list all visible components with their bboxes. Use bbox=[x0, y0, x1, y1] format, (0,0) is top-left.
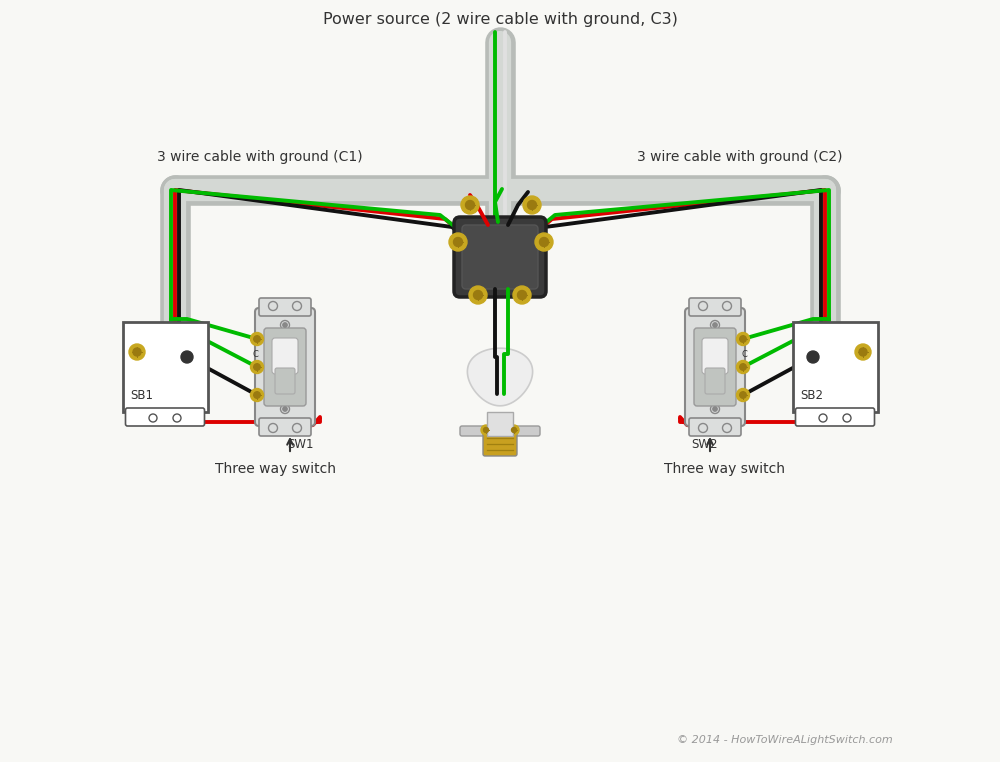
Circle shape bbox=[149, 414, 157, 422]
Circle shape bbox=[181, 351, 193, 363]
Circle shape bbox=[710, 405, 720, 414]
FancyBboxPatch shape bbox=[483, 430, 517, 456]
Circle shape bbox=[713, 407, 717, 411]
Circle shape bbox=[454, 238, 463, 246]
Circle shape bbox=[535, 233, 553, 251]
Text: Three way switch: Three way switch bbox=[215, 462, 336, 476]
Circle shape bbox=[449, 233, 467, 251]
Circle shape bbox=[698, 302, 708, 310]
Circle shape bbox=[736, 332, 750, 345]
FancyBboxPatch shape bbox=[685, 308, 745, 426]
Circle shape bbox=[710, 321, 720, 329]
FancyBboxPatch shape bbox=[275, 368, 295, 394]
Circle shape bbox=[855, 344, 871, 360]
FancyBboxPatch shape bbox=[454, 217, 546, 297]
Text: 3 wire cable with ground (C1): 3 wire cable with ground (C1) bbox=[157, 150, 363, 164]
Circle shape bbox=[254, 392, 260, 399]
FancyBboxPatch shape bbox=[796, 408, 875, 426]
Circle shape bbox=[509, 425, 519, 435]
FancyBboxPatch shape bbox=[462, 225, 538, 289]
Text: SB2: SB2 bbox=[800, 389, 823, 402]
Circle shape bbox=[251, 360, 264, 373]
Circle shape bbox=[736, 389, 750, 402]
Circle shape bbox=[740, 392, 746, 399]
Circle shape bbox=[283, 323, 287, 327]
FancyBboxPatch shape bbox=[272, 338, 298, 374]
Circle shape bbox=[807, 351, 819, 363]
Circle shape bbox=[466, 200, 475, 210]
FancyBboxPatch shape bbox=[702, 338, 728, 374]
Text: SW1: SW1 bbox=[287, 438, 314, 451]
Circle shape bbox=[251, 389, 264, 402]
Circle shape bbox=[129, 344, 145, 360]
Circle shape bbox=[293, 424, 302, 433]
Circle shape bbox=[528, 200, 536, 210]
Circle shape bbox=[484, 427, 489, 433]
Circle shape bbox=[523, 196, 541, 214]
Text: C: C bbox=[742, 350, 748, 358]
Text: C: C bbox=[252, 350, 258, 358]
Circle shape bbox=[254, 336, 260, 342]
Text: © 2014 - HowToWireALightSwitch.com: © 2014 - HowToWireALightSwitch.com bbox=[677, 735, 893, 745]
Circle shape bbox=[293, 302, 302, 310]
Circle shape bbox=[513, 286, 531, 304]
Text: Power source (2 wire cable with ground, C3): Power source (2 wire cable with ground, … bbox=[323, 12, 677, 27]
Text: SW2: SW2 bbox=[691, 438, 718, 451]
Polygon shape bbox=[467, 348, 533, 406]
FancyBboxPatch shape bbox=[460, 426, 540, 436]
Circle shape bbox=[469, 286, 487, 304]
Circle shape bbox=[722, 424, 732, 433]
Circle shape bbox=[713, 323, 717, 327]
Circle shape bbox=[251, 332, 264, 345]
Text: Three way switch: Three way switch bbox=[664, 462, 786, 476]
Circle shape bbox=[481, 425, 491, 435]
FancyBboxPatch shape bbox=[255, 308, 315, 426]
Polygon shape bbox=[487, 412, 513, 436]
FancyBboxPatch shape bbox=[264, 328, 306, 406]
Circle shape bbox=[269, 302, 278, 310]
Circle shape bbox=[740, 363, 746, 370]
Circle shape bbox=[133, 348, 141, 356]
Circle shape bbox=[540, 238, 548, 246]
Text: 3 wire cable with ground (C2): 3 wire cable with ground (C2) bbox=[637, 150, 843, 164]
Circle shape bbox=[461, 196, 479, 214]
Circle shape bbox=[254, 363, 260, 370]
FancyBboxPatch shape bbox=[689, 298, 741, 316]
Circle shape bbox=[474, 290, 483, 299]
Circle shape bbox=[512, 427, 516, 433]
Circle shape bbox=[736, 360, 750, 373]
Text: SB1: SB1 bbox=[131, 389, 154, 402]
Circle shape bbox=[269, 424, 278, 433]
Circle shape bbox=[283, 407, 287, 411]
FancyBboxPatch shape bbox=[126, 408, 205, 426]
Circle shape bbox=[859, 348, 867, 356]
Circle shape bbox=[722, 302, 732, 310]
FancyBboxPatch shape bbox=[705, 368, 725, 394]
Circle shape bbox=[819, 414, 827, 422]
FancyBboxPatch shape bbox=[792, 322, 878, 412]
FancyBboxPatch shape bbox=[259, 418, 311, 436]
FancyBboxPatch shape bbox=[689, 418, 741, 436]
Circle shape bbox=[843, 414, 851, 422]
Circle shape bbox=[173, 414, 181, 422]
FancyBboxPatch shape bbox=[694, 328, 736, 406]
Circle shape bbox=[281, 405, 290, 414]
Circle shape bbox=[281, 321, 290, 329]
Circle shape bbox=[698, 424, 708, 433]
FancyBboxPatch shape bbox=[259, 298, 311, 316]
Circle shape bbox=[518, 290, 526, 299]
Circle shape bbox=[740, 336, 746, 342]
FancyBboxPatch shape bbox=[123, 322, 208, 412]
